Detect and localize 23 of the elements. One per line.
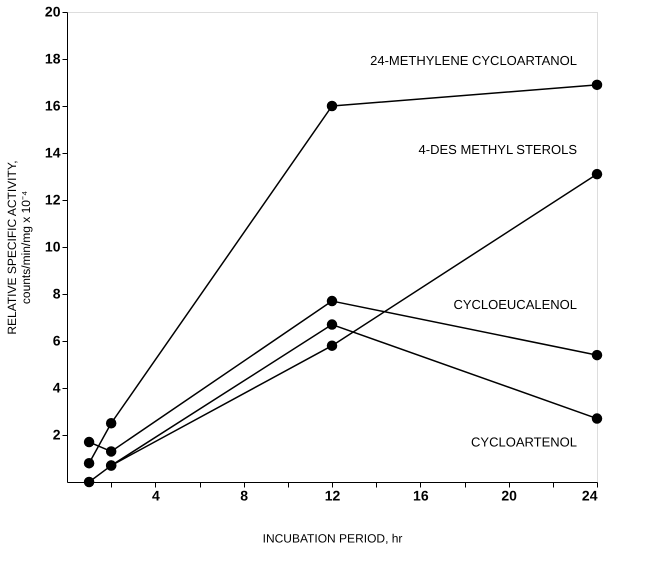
y-tick-label: 12 <box>44 192 61 208</box>
text: RELATIVE SPECIFIC ACTIVITY, <box>4 160 19 335</box>
y-tick-label: 14 <box>44 144 61 160</box>
x-axis-title: INCUBATION PERIOD, hr <box>262 532 402 546</box>
y-tick-label: 16 <box>44 98 61 114</box>
y-tick-label: 4 <box>52 380 61 396</box>
y-tick-label: 8 <box>52 286 61 302</box>
x-tick-label: 24 <box>582 488 598 504</box>
series-label: 24-METHYLENE CYCLOARTANOL <box>370 52 577 68</box>
x-tick-label: 16 <box>413 488 429 504</box>
x-tick-label: 8 <box>240 488 248 504</box>
text: counts/min/mg x 10⁻⁴ <box>18 190 33 304</box>
x-tick-label: 4 <box>152 488 160 504</box>
y-tick-label: 10 <box>44 238 61 254</box>
y-tick-label: 18 <box>44 50 61 66</box>
series-label: CYCLOARTENOL <box>471 434 577 450</box>
x-tick-label: 12 <box>324 488 340 504</box>
y-tick-label: 20 <box>44 4 61 20</box>
series-label: 4-DES METHYL STEROLS <box>418 142 578 158</box>
y-tick-label: 2 <box>52 426 61 442</box>
series-label: CYCLOEUCALENOL <box>453 297 577 312</box>
y-tick-label: 6 <box>52 332 61 348</box>
x-tick-label: 20 <box>501 488 518 504</box>
